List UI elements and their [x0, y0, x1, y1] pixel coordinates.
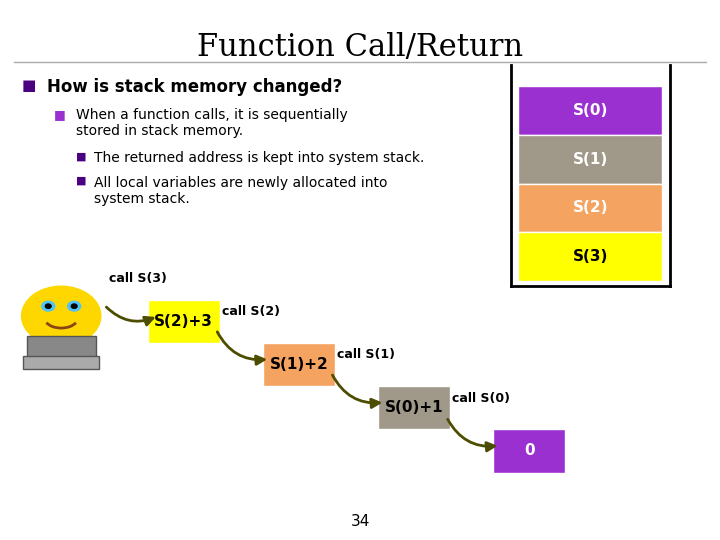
Text: S(1): S(1): [573, 152, 608, 167]
Text: 0: 0: [524, 443, 534, 458]
Circle shape: [71, 304, 77, 308]
Text: How is stack memory changed?: How is stack memory changed?: [47, 78, 342, 96]
Text: call S(2): call S(2): [222, 305, 280, 318]
Text: 34: 34: [351, 514, 369, 529]
Text: S(2)+3: S(2)+3: [154, 314, 213, 329]
Circle shape: [42, 301, 55, 311]
Text: ■: ■: [54, 108, 66, 121]
FancyBboxPatch shape: [27, 336, 96, 361]
Text: S(2): S(2): [572, 200, 608, 215]
FancyBboxPatch shape: [518, 184, 662, 232]
Text: The returned address is kept into system stack.: The returned address is kept into system…: [94, 151, 424, 165]
FancyBboxPatch shape: [518, 232, 662, 281]
Text: Function Call/Return: Function Call/Return: [197, 32, 523, 63]
Text: S(3): S(3): [572, 249, 608, 264]
Text: ■: ■: [76, 151, 86, 161]
Text: call S(0): call S(0): [452, 392, 510, 405]
Text: ■: ■: [22, 78, 36, 93]
Text: call S(3): call S(3): [109, 272, 167, 285]
Text: call S(1): call S(1): [337, 348, 395, 361]
FancyBboxPatch shape: [518, 86, 662, 135]
FancyBboxPatch shape: [493, 429, 565, 472]
FancyBboxPatch shape: [148, 300, 220, 343]
Circle shape: [45, 304, 51, 308]
Circle shape: [68, 301, 81, 311]
Text: ■: ■: [76, 176, 86, 186]
FancyBboxPatch shape: [263, 343, 335, 386]
Text: When a function calls, it is sequentially
stored in stack memory.: When a function calls, it is sequentiall…: [76, 108, 347, 138]
Text: S(1)+2: S(1)+2: [269, 357, 328, 372]
FancyBboxPatch shape: [378, 386, 450, 429]
FancyBboxPatch shape: [23, 356, 99, 369]
Text: S(0)+1: S(0)+1: [384, 400, 444, 415]
Text: All local variables are newly allocated into
system stack.: All local variables are newly allocated …: [94, 176, 387, 206]
Text: S(0): S(0): [572, 103, 608, 118]
FancyBboxPatch shape: [518, 135, 662, 184]
Circle shape: [22, 286, 101, 346]
